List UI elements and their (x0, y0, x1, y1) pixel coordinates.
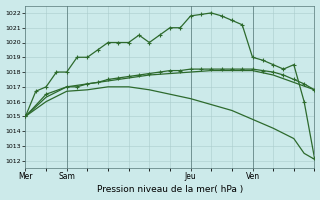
X-axis label: Pression niveau de la mer( hPa ): Pression niveau de la mer( hPa ) (97, 185, 243, 194)
